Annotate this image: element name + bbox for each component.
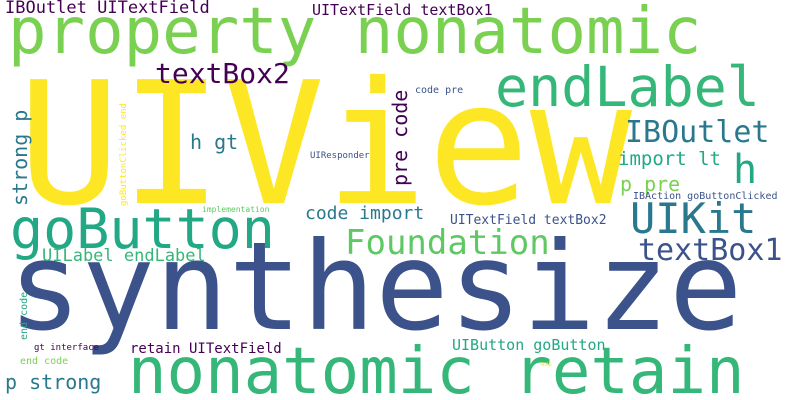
word-uikit: UIKit — [630, 194, 757, 243]
word-h: h — [733, 147, 758, 193]
word-p-pre: p pre — [620, 172, 681, 196]
word-implementation: implementation — [202, 205, 270, 214]
word-p-strong: p strong — [5, 370, 102, 394]
word-property-nonatomic: property nonatomic — [8, 0, 702, 69]
word-textbox1: textBox1 — [638, 233, 783, 268]
word-import-lt: import lt — [618, 148, 721, 170]
word-uiview: UIView — [18, 46, 633, 244]
word-ibaction-gobuttonclicked: IBAction goButtonClicked — [633, 191, 778, 202]
word-endlabel: endLabel — [495, 55, 760, 119]
word-iboutlet: IBOutlet — [625, 115, 770, 150]
word-uitextfield-textbox1: UITextField textBox1 — [312, 1, 493, 19]
word-textbox2: textBox2 — [155, 57, 290, 90]
word-uitextfield-textbox2: UITextField textBox2 — [450, 213, 607, 228]
word-gobutton: goButton — [10, 197, 275, 261]
word-gobuttonclicked-end: goButtonClicked end — [119, 103, 129, 206]
word-uilabel-endlabel: UILabel endLabel — [42, 246, 206, 266]
word-strong-p: strong p — [8, 109, 32, 206]
word-h-gt: h gt — [190, 130, 239, 154]
word-retain-uitextfield: retain UITextField — [130, 341, 282, 357]
word-end-code-vertical: end code — [19, 291, 30, 340]
word-nonatomic-retain: nonatomic retain — [128, 335, 745, 400]
word-code-import: code import — [305, 203, 425, 224]
word-uiresponder: UIResponder — [310, 151, 370, 161]
word-synthesize: synthesize — [8, 216, 743, 358]
word-gt-interface: gt interface — [34, 343, 100, 353]
word-pre-code: pre code — [388, 89, 412, 186]
word-code-pre: code pre — [415, 85, 464, 96]
word-end-code: end code — [20, 356, 69, 367]
word-foundation: Foundation — [345, 223, 550, 263]
word-amp: amp — [541, 361, 552, 368]
word-iboutlet-uitextfield: IBOutlet UITextField — [5, 0, 210, 18]
word-uibutton-gobutton: UIButton goButton — [452, 336, 606, 354]
